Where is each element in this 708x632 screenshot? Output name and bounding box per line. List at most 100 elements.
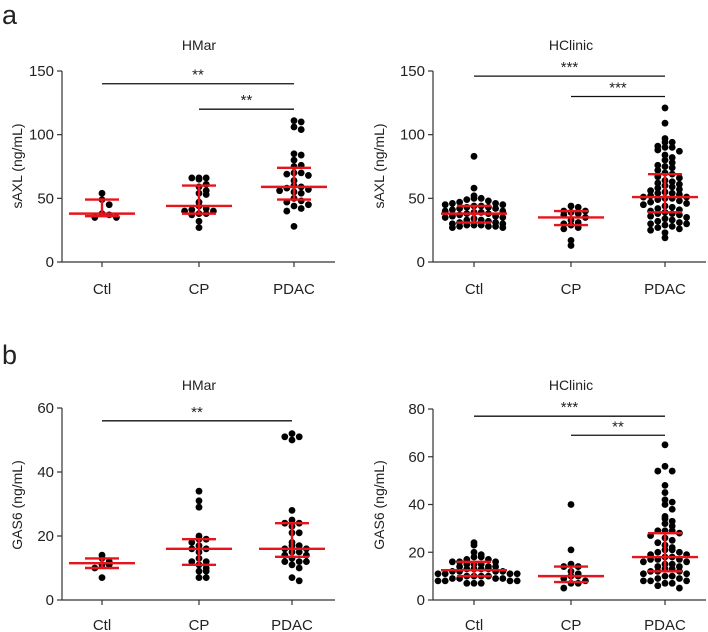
data-point-cp	[188, 558, 196, 565]
data-point-pdac	[297, 205, 305, 212]
data-point-pdac	[676, 174, 683, 182]
x-tick-label: PDAC	[644, 281, 686, 298]
data-point-cp	[560, 584, 568, 592]
data-point-ctl	[456, 222, 463, 230]
data-point-pdac	[661, 489, 669, 496]
data-point-ctl	[513, 577, 521, 585]
data-point-cp	[202, 558, 210, 565]
data-point-pdac	[661, 572, 669, 580]
data-point-pdac	[668, 164, 676, 172]
data-point-ctl	[513, 570, 521, 578]
y-axis-label: sAXL (ng/mL)	[371, 123, 387, 208]
data-point-pdac	[676, 180, 683, 188]
data-point-pdac	[661, 163, 669, 170]
data-point-pdac	[288, 507, 296, 514]
data-point-pdac	[305, 172, 312, 179]
data-point-ctl	[470, 152, 478, 160]
data-point-ctl	[105, 201, 113, 209]
data-point-pdac	[647, 212, 654, 220]
data-point-ctl	[456, 563, 463, 570]
data-point-pdac	[661, 520, 669, 527]
y-tick-label: 20	[37, 528, 54, 545]
y-tick-label: 150	[400, 63, 425, 80]
data-point-ctl	[449, 575, 456, 582]
panel-label-a: a	[2, 0, 18, 30]
data-point-pdac	[288, 436, 296, 444]
data-point-pdac	[290, 222, 298, 230]
data-point-ctl	[499, 575, 507, 582]
data-point-pdac	[661, 482, 669, 489]
x-tick-label: CP	[561, 281, 582, 298]
data-point-pdac	[668, 144, 676, 151]
data-point-cp	[560, 225, 568, 233]
x-tick-label: PDAC	[644, 617, 686, 632]
data-point-cp	[195, 567, 203, 575]
data-point-pdac	[281, 558, 289, 565]
data-point-pdac	[640, 570, 647, 578]
data-point-pdac	[668, 203, 676, 211]
significance-label: **	[192, 67, 204, 84]
y-tick-label: 0	[417, 592, 425, 609]
data-point-ctl	[492, 200, 499, 207]
data-point-pdac	[654, 166, 662, 174]
plot-a-hmar: HMar sAXL (ng/mL) 0 50 100 150 Ctl CP PDAC ** **	[9, 37, 335, 298]
data-point-pdac	[290, 202, 298, 210]
data-point-pdac	[683, 577, 690, 585]
data-point-cp	[567, 202, 575, 210]
data-point-pdac	[676, 219, 683, 226]
data-point-cp	[202, 574, 210, 581]
data-point-pdac	[305, 201, 312, 209]
data-point-ctl	[463, 579, 471, 587]
data-point-pdac	[283, 170, 291, 178]
data-point-pdac	[288, 574, 296, 581]
data-point-pdac	[661, 144, 669, 151]
data-point-cp	[188, 174, 196, 182]
data-point-pdac	[654, 184, 662, 192]
data-point-pdac	[640, 577, 647, 585]
data-point-pdac	[654, 189, 662, 197]
data-point-ctl	[506, 570, 514, 578]
data-point-cp	[195, 503, 203, 511]
data-point-pdac	[654, 467, 662, 475]
data-point-ctl	[499, 214, 507, 221]
data-point-ctl	[492, 563, 499, 570]
data-point-pdac	[297, 126, 305, 133]
data-point-pdac	[647, 226, 654, 234]
data-point-ctl	[434, 570, 442, 578]
plot-b-hmar: HMar GAS6 (ng/mL) 0 20 40 60 Ctl CP PDAC **	[9, 377, 335, 632]
significance-label: **	[191, 404, 203, 421]
data-point-pdac	[295, 542, 303, 549]
data-point-cp	[567, 546, 575, 554]
plot-title: HClinic	[549, 37, 593, 53]
data-point-pdac	[661, 501, 669, 508]
plot-title: HMar	[182, 37, 217, 53]
data-point-pdac	[668, 572, 676, 580]
data-point-cp	[574, 203, 582, 211]
data-point-pdac	[647, 198, 654, 206]
data-point-pdac	[654, 548, 662, 556]
data-point-pdac	[654, 582, 662, 590]
data-point-pdac	[668, 178, 676, 186]
y-tick-label: 60	[408, 449, 425, 466]
data-point-pdac	[668, 536, 676, 544]
x-tick-label: CP	[189, 281, 210, 298]
data-point-ctl	[441, 201, 449, 209]
data-point-pdac	[288, 516, 296, 524]
data-point-pdac	[654, 224, 662, 232]
x-tick-label: Ctl	[465, 617, 483, 632]
data-point-pdac	[668, 522, 676, 530]
data-point-pdac	[683, 214, 690, 221]
y-tick-label: 0	[46, 592, 54, 609]
data-point-ctl	[470, 579, 478, 587]
data-point-pdac	[676, 147, 683, 155]
data-point-ctl	[470, 184, 478, 192]
data-point-ctl	[492, 222, 499, 230]
data-point-ctl	[477, 194, 485, 202]
data-point-pdac	[661, 119, 669, 127]
data-point-pdac	[290, 150, 298, 158]
data-point-pdac	[295, 548, 303, 556]
data-point-pdac	[668, 579, 676, 587]
y-axis-label: GAS6 (ng/mL)	[9, 460, 25, 549]
data-point-pdac	[661, 138, 669, 146]
